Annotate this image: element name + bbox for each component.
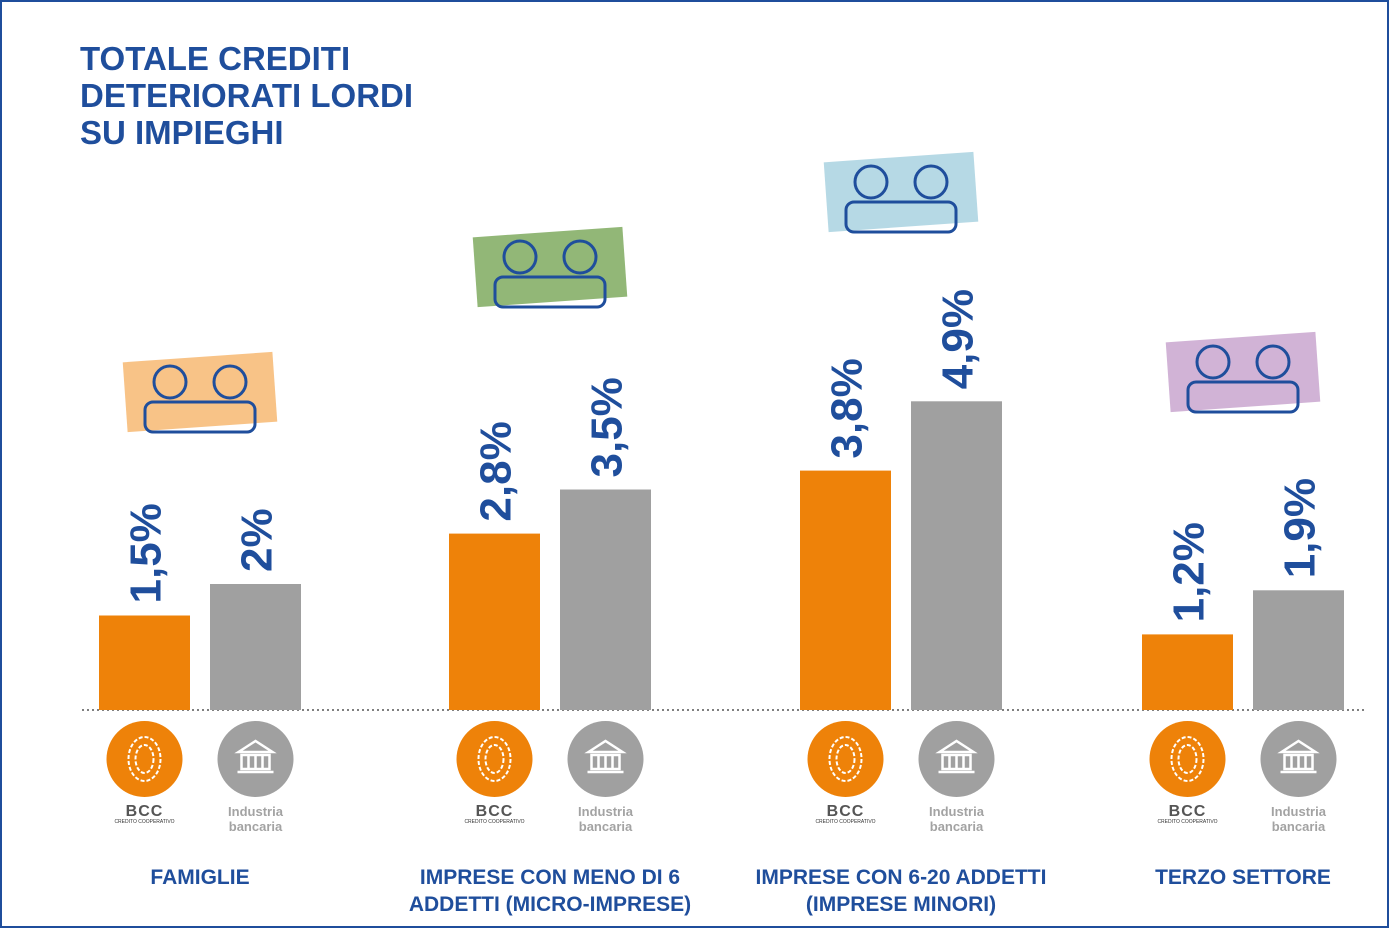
icon-shape — [212, 364, 248, 400]
legend-label: BCC CREDITO COOPERATIVO — [100, 803, 190, 825]
chart-title: TOTALE CREDITI DETERIORATI LORDI SU IMPI… — [80, 40, 414, 151]
icon-brush — [1165, 331, 1321, 413]
value-label: 1,9% — [1276, 478, 1325, 578]
icon-brush — [472, 226, 628, 308]
value-label: 3,8% — [823, 358, 872, 458]
icon-shape — [502, 239, 538, 275]
fingerprint — [828, 736, 863, 782]
legend-name: BCC — [125, 803, 164, 820]
bank-icon — [1277, 739, 1320, 771]
legend-subtitle: CREDITO COOPERATIVO — [464, 819, 525, 825]
value-label: 1,5% — [122, 503, 171, 603]
fingerprint — [1177, 744, 1198, 774]
value-label: 3,5% — [583, 377, 632, 477]
value-label: 4,9% — [934, 289, 983, 389]
legend-label: Industria bancaria — [1271, 804, 1326, 834]
bank-icon — [587, 755, 624, 774]
category-icon — [1165, 331, 1321, 414]
legend-badge — [456, 721, 533, 797]
bar — [800, 470, 891, 710]
legend-subtitle: CREDITO COOPERATIVO — [1157, 819, 1218, 825]
fingerprint — [477, 736, 512, 782]
legend-subtitle: CREDITO COOPERATIVO — [815, 819, 876, 825]
value-label: 1,2% — [1165, 522, 1214, 622]
icon-shape — [562, 239, 598, 275]
icon-brush — [823, 151, 979, 233]
bank-icon — [584, 739, 627, 771]
legend-label: Industria bancaria — [929, 804, 984, 834]
value-label: 2,8% — [472, 421, 521, 521]
legend-label: BCC CREDITO COOPERATIVO — [801, 803, 891, 825]
legend-badge — [807, 721, 884, 797]
bar — [210, 584, 301, 710]
icon-shape — [853, 164, 889, 200]
category-label: IMPRESE CON MENO DI 6 ADDETTI (MICRO-IMP… — [408, 866, 692, 916]
bank-icon — [234, 739, 277, 771]
bar — [449, 533, 540, 710]
bar — [1253, 590, 1344, 710]
fingerprint — [1170, 736, 1205, 782]
fingerprint — [835, 744, 856, 774]
legend-label: BCC CREDITO COOPERATIVO — [1143, 803, 1233, 825]
legend-name: BCC — [475, 803, 514, 820]
legend-label: Industria bancaria — [228, 804, 283, 834]
category-icon — [472, 226, 628, 309]
icon-shape — [913, 164, 949, 200]
legend-name: BCC — [826, 803, 865, 820]
legend-badge — [1149, 721, 1226, 797]
legend-badge — [106, 721, 183, 797]
fingerprint — [134, 744, 155, 774]
category-label: TERZO SETTORE — [1155, 866, 1331, 889]
bank-icon — [1280, 755, 1317, 774]
icon-shape — [1255, 344, 1291, 380]
bank-icon — [237, 755, 274, 774]
value-label: 2% — [233, 508, 282, 572]
bank-icon — [935, 739, 978, 771]
icon-shape — [152, 364, 188, 400]
bar — [560, 489, 651, 710]
legend-label: BCC CREDITO COOPERATIVO — [450, 803, 540, 825]
category-label: IMPRESE CON 6-20 ADDETTI (IMPRESE MINORI… — [755, 866, 1047, 916]
legend-label: Industria bancaria — [578, 804, 633, 834]
icon-shape — [143, 400, 257, 434]
icon-shape — [844, 200, 958, 234]
bar — [1142, 634, 1233, 710]
legend-name: BCC — [1168, 803, 1207, 820]
category-icon — [823, 151, 979, 234]
legend-subtitle: CREDITO COOPERATIVO — [114, 819, 175, 825]
fingerprint — [127, 736, 162, 782]
bar — [99, 615, 190, 710]
category-label: FAMIGLIE — [150, 866, 250, 889]
bar — [911, 401, 1002, 710]
icon-shape — [1195, 344, 1231, 380]
icon-brush — [122, 351, 278, 433]
fingerprint — [484, 744, 505, 774]
bank-icon — [938, 755, 975, 774]
icon-shape — [1186, 380, 1300, 414]
category-icon — [122, 351, 278, 434]
icon-shape — [493, 275, 607, 309]
